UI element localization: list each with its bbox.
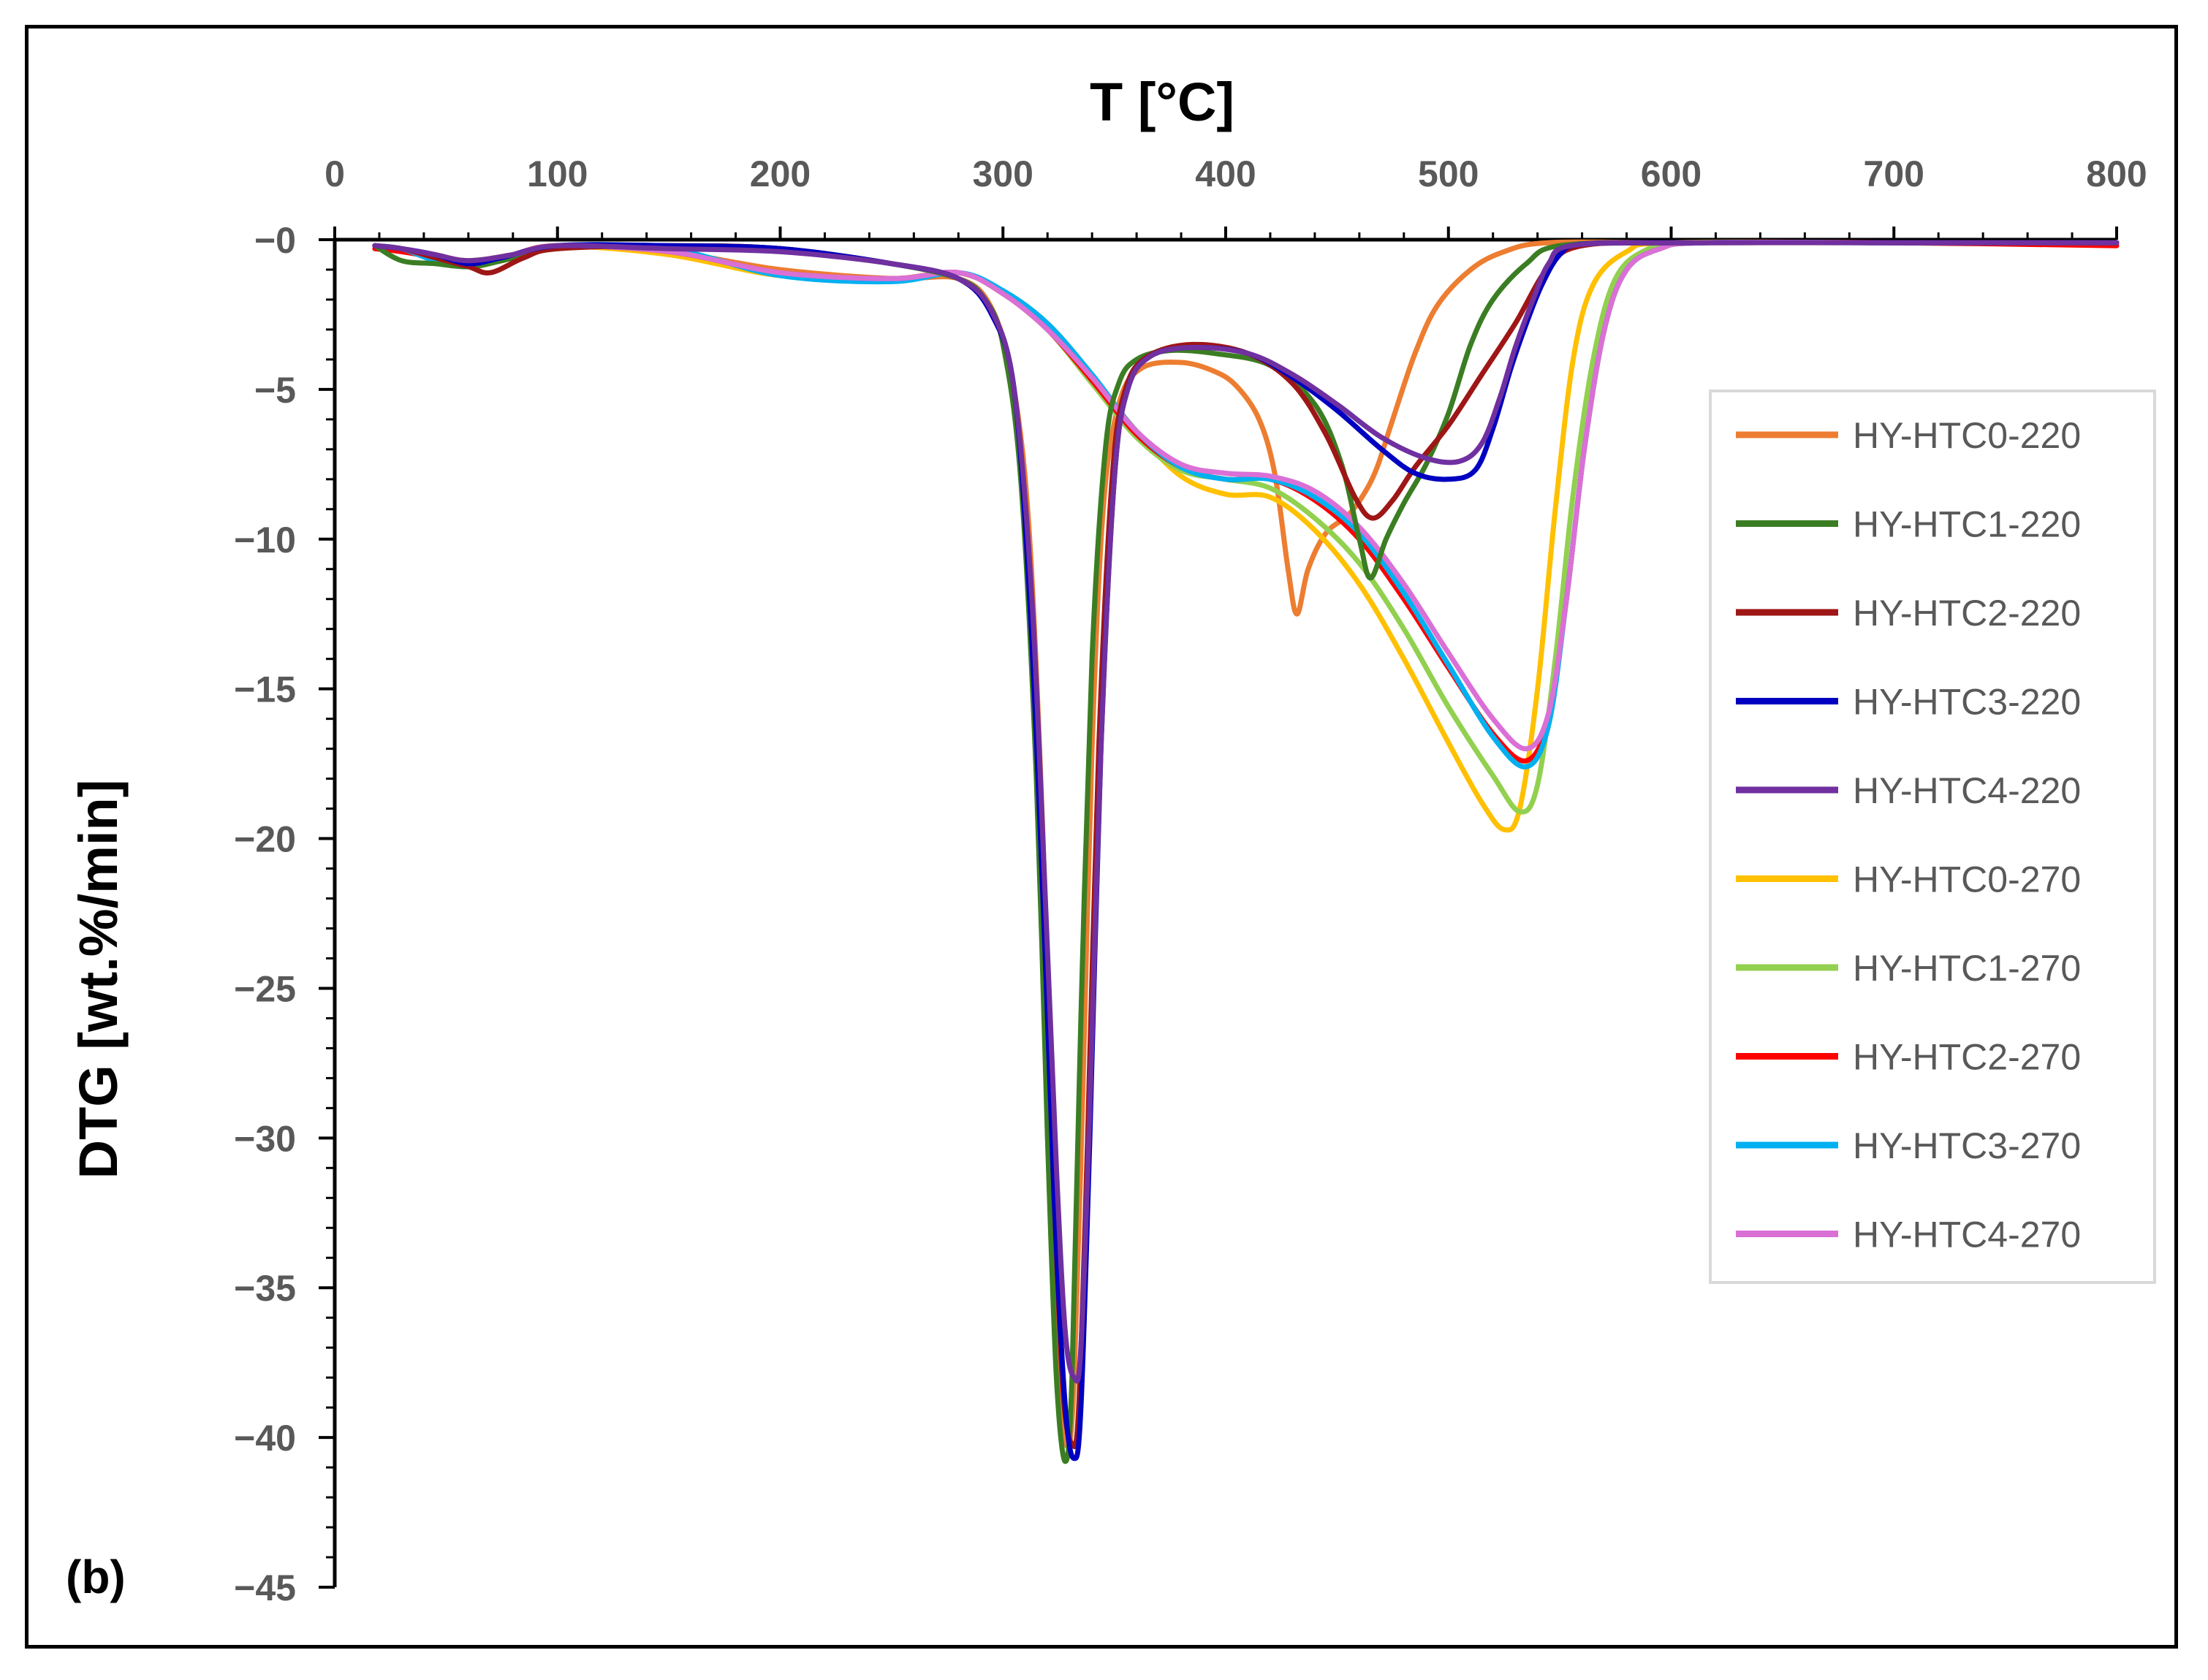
legend-label-hy-htc1-270: HY-HTC1-270 xyxy=(1853,948,2081,989)
x-tick-label: 200 xyxy=(750,153,811,194)
legend-label-hy-htc1-220: HY-HTC1-220 xyxy=(1853,504,2081,545)
legend-label-hy-htc3-220: HY-HTC3-220 xyxy=(1853,682,2081,723)
x-tick-label: 300 xyxy=(973,153,1033,194)
y-tick-label: −10 xyxy=(234,520,296,560)
panel-label: (b) xyxy=(66,1551,126,1603)
legend-box xyxy=(1709,389,2156,1284)
legend-label-hy-htc0-270: HY-HTC0-270 xyxy=(1853,859,2081,900)
x-tick-label: 600 xyxy=(1641,153,1701,194)
legend: HY-HTC0-220 HY-HTC1-220 HY-HTC2-220 HY-HTC3… xyxy=(1709,389,2156,1284)
legend-label-hy-htc0-220: HY-HTC0-220 xyxy=(1853,415,2081,456)
legend-label-hy-htc3-270: HY-HTC3-270 xyxy=(1853,1125,2081,1166)
y-axis-title: DTG [wt.%/min] xyxy=(68,780,129,1179)
x-tick-label: 100 xyxy=(527,153,588,194)
y-tick-label: −0 xyxy=(254,220,296,261)
series-line-hy-htc4-220 xyxy=(372,240,2120,1384)
x-tick-label: 700 xyxy=(1864,153,1924,194)
y-tick-label: −5 xyxy=(254,370,296,411)
x-tick-label: 400 xyxy=(1195,153,1256,194)
x-axis-title: T [°C] xyxy=(1090,72,1234,132)
series-line-hy-htc0-270 xyxy=(372,239,2120,833)
y-tick-label: −25 xyxy=(234,968,296,1009)
legend-label-hy-htc2-220: HY-HTC2-220 xyxy=(1853,593,2081,634)
series-line-hy-htc4-270 xyxy=(372,239,2120,752)
y-tick-label: −15 xyxy=(234,669,296,710)
legend-label-hy-htc2-270: HY-HTC2-270 xyxy=(1853,1037,2081,1078)
series-layer xyxy=(372,239,2120,1464)
x-tick-label: 500 xyxy=(1418,153,1479,194)
x-tick-label: 800 xyxy=(2086,153,2147,194)
y-tick-label: −20 xyxy=(234,819,296,860)
y-tick-label: −45 xyxy=(234,1567,296,1608)
y-tick-label: −35 xyxy=(234,1268,296,1309)
y-tick-label: −30 xyxy=(234,1118,296,1159)
legend-label-hy-htc4-220: HY-HTC4-220 xyxy=(1853,770,2081,811)
x-tick-label: 0 xyxy=(325,153,345,194)
legend-label-hy-htc4-270: HY-HTC4-270 xyxy=(1853,1215,2081,1255)
y-tick-label: −40 xyxy=(234,1418,296,1459)
